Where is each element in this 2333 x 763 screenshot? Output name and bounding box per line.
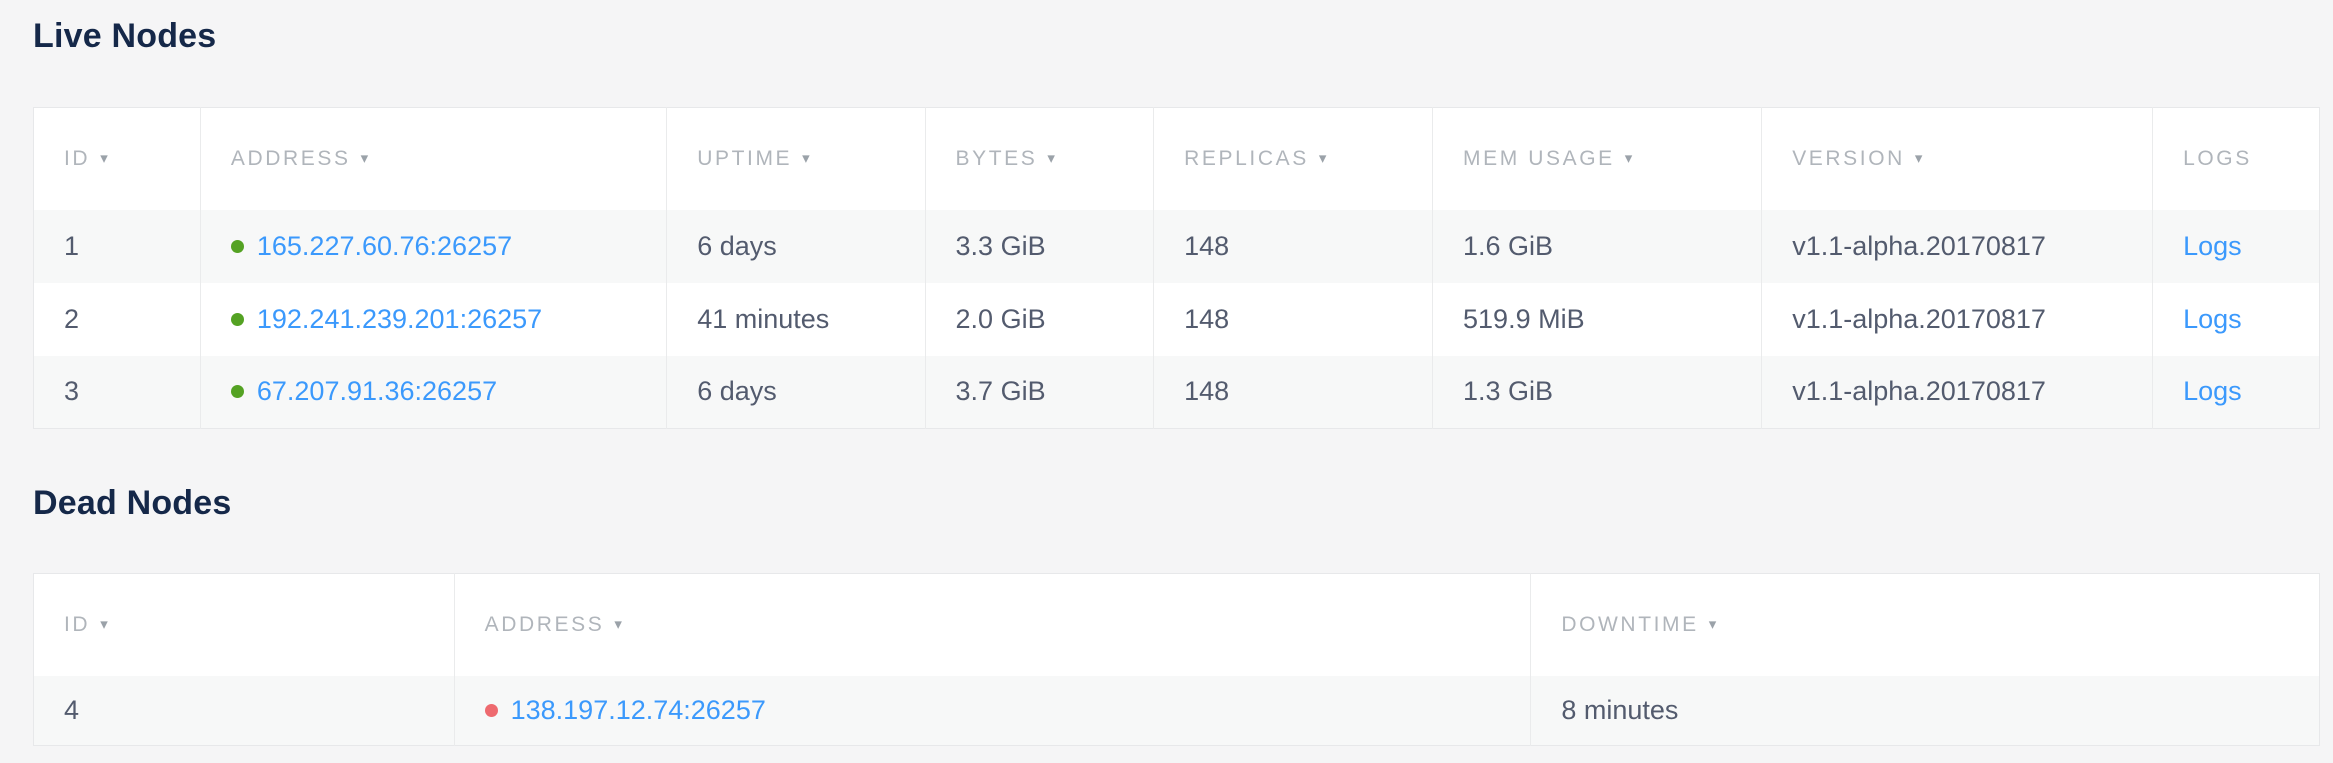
node-replicas-cell: 148 bbox=[1153, 355, 1433, 429]
column-label: MEM USAGE bbox=[1463, 146, 1615, 170]
column-label: ADDRESS bbox=[484, 612, 605, 636]
table-row: 2 192.241.239.201:26257 41 minutes 2.0 G… bbox=[34, 282, 2320, 356]
node-address-link[interactable]: 192.241.239.201:26257 bbox=[256, 303, 543, 334]
column-header-mem-usage[interactable]: MEM USAGE ▾ bbox=[1432, 107, 1762, 210]
column-header-replicas[interactable]: REPLICAS ▾ bbox=[1153, 107, 1433, 210]
node-version-cell: v1.1-alpha.20170817 bbox=[1761, 355, 2153, 429]
logs-link[interactable]: Logs bbox=[2183, 230, 2242, 261]
node-bytes-cell: 2.0 GiB bbox=[924, 282, 1154, 356]
table-row: 1 165.227.60.76:26257 6 days 3.3 GiB 148… bbox=[33, 209, 2320, 283]
dead-status-icon bbox=[484, 703, 498, 717]
node-id-cell: 1 bbox=[33, 209, 201, 283]
logs-link[interactable]: Logs bbox=[2183, 303, 2242, 334]
node-version-cell: v1.1-alpha.20170817 bbox=[1761, 282, 2153, 356]
column-header-address[interactable]: ADDRESS ▾ bbox=[199, 107, 667, 210]
live-nodes-header-row: ID ▾ ADDRESS ▾ UPTIME ▾ BYTES ▾ REPLICAS ▾ ME… bbox=[33, 107, 2320, 210]
node-logs-cell: Logs bbox=[2152, 209, 2320, 283]
node-logs-cell: Logs bbox=[2152, 355, 2320, 429]
column-header-downtime[interactable]: DOWNTIME ▾ bbox=[1530, 573, 2320, 676]
sort-arrow-icon: ▾ bbox=[100, 615, 108, 633]
node-uptime-cell: 6 days bbox=[666, 209, 926, 283]
sort-arrow-icon: ▾ bbox=[1708, 615, 1717, 633]
node-replicas-cell: 148 bbox=[1153, 209, 1433, 283]
node-address-link[interactable]: 165.227.60.76:26257 bbox=[256, 230, 513, 261]
column-header-bytes[interactable]: BYTES ▾ bbox=[924, 107, 1154, 210]
node-replicas-cell: 148 bbox=[1153, 282, 1433, 356]
column-label: ADDRESS bbox=[230, 146, 351, 170]
node-version-cell: v1.1-alpha.20170817 bbox=[1761, 209, 2153, 283]
column-label: ID bbox=[64, 146, 91, 170]
live-nodes-title: Live Nodes bbox=[33, 17, 217, 55]
node-address-cell: 67.207.91.36:26257 bbox=[199, 355, 667, 429]
sort-arrow-icon: ▾ bbox=[100, 149, 108, 167]
node-address-cell: 192.241.239.201:26257 bbox=[199, 282, 667, 356]
sort-arrow-icon: ▾ bbox=[1914, 149, 1923, 167]
column-label: ID bbox=[64, 612, 91, 636]
node-id-cell: 2 bbox=[64, 303, 80, 334]
table-row: 3 67.207.91.36:26257 6 days 3.7 GiB 148 … bbox=[33, 355, 2320, 429]
node-address-cell: 138.197.12.74:26257 bbox=[453, 675, 1531, 746]
column-header-id[interactable]: ID ▾ bbox=[33, 573, 455, 676]
sort-arrow-icon: ▾ bbox=[614, 615, 622, 633]
column-label: REPLICAS bbox=[1184, 146, 1309, 170]
node-mem-usage-cell: 1.3 GiB bbox=[1432, 355, 1762, 429]
node-address-link[interactable]: 67.207.91.36:26257 bbox=[256, 376, 498, 407]
sort-arrow-icon: ▾ bbox=[1318, 149, 1327, 167]
logs-link[interactable]: Logs bbox=[2183, 376, 2242, 407]
node-bytes-cell: 3.7 GiB bbox=[924, 355, 1154, 429]
column-header-version[interactable]: VERSION ▾ bbox=[1761, 107, 2153, 210]
node-mem-usage-cell: 519.9 MiB bbox=[1432, 282, 1762, 356]
live-status-icon bbox=[230, 239, 244, 253]
column-label: LOGS bbox=[2183, 146, 2252, 170]
live-status-icon bbox=[230, 312, 244, 326]
sort-arrow-icon: ▾ bbox=[1047, 149, 1055, 167]
node-address-link[interactable]: 138.197.12.74:26257 bbox=[510, 694, 766, 725]
column-label: DOWNTIME bbox=[1561, 612, 1699, 636]
sort-arrow-icon: ▾ bbox=[1624, 149, 1633, 167]
node-uptime-cell: 6 days bbox=[666, 355, 926, 429]
node-bytes-cell: 3.3 GiB bbox=[924, 209, 1154, 283]
dead-nodes-table: ID ▾ ADDRESS ▾ DOWNTIME ▾ 4 138.197.12.74:2… bbox=[33, 573, 2320, 746]
live-status-icon bbox=[230, 385, 244, 399]
column-label: BYTES bbox=[955, 146, 1038, 170]
column-label: UPTIME bbox=[697, 146, 793, 170]
live-nodes-table: ID ▾ ADDRESS ▾ UPTIME ▾ BYTES ▾ REPLICAS ▾ ME… bbox=[33, 107, 2320, 429]
sort-arrow-icon: ▾ bbox=[802, 149, 810, 167]
sort-arrow-icon: ▾ bbox=[360, 149, 369, 167]
column-header-address[interactable]: ADDRESS ▾ bbox=[453, 573, 1531, 676]
table-row: 4 138.197.12.74:26257 8 minutes bbox=[33, 675, 2320, 746]
node-uptime-cell: 41 minutes bbox=[666, 282, 926, 356]
node-mem-usage-cell: 1.6 GiB bbox=[1432, 209, 1762, 283]
column-header-id[interactable]: ID ▾ bbox=[33, 107, 201, 210]
column-header-uptime[interactable]: UPTIME ▾ bbox=[666, 107, 926, 210]
dead-nodes-header-row: ID ▾ ADDRESS ▾ DOWNTIME ▾ bbox=[33, 573, 2320, 676]
node-downtime-cell: 8 minutes bbox=[1530, 675, 2320, 746]
node-logs-cell: Logs bbox=[2152, 282, 2320, 356]
node-id-cell: 4 bbox=[33, 675, 455, 746]
dead-nodes-title: Dead Nodes bbox=[33, 484, 232, 522]
nodes-overview-page: Live Nodes ID ▾ ADDRESS ▾ UPTIME ▾ BYTES ▾ R… bbox=[33, 17, 2320, 746]
column-header-logs: LOGS bbox=[2152, 107, 2320, 210]
node-id-cell: 3 bbox=[33, 355, 201, 429]
column-label: VERSION bbox=[1792, 146, 1905, 170]
node-address-cell: 165.227.60.76:26257 bbox=[199, 209, 667, 283]
